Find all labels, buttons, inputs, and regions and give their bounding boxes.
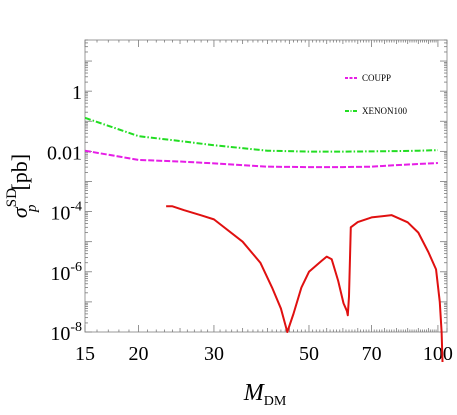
y-tick-label: 1	[72, 82, 82, 104]
axis-ticks: 15 20 30 50 70 100 1 0.01 10-4 10-6 10-8	[47, 39, 453, 365]
x-tick-label: 100	[423, 343, 453, 365]
legend-label: XENON100	[362, 106, 407, 116]
legend-label: COUPP	[362, 73, 391, 83]
series-layer	[85, 116, 444, 362]
legend: COUPP XENON100	[345, 73, 407, 116]
x-tick-label: 50	[299, 343, 319, 365]
series-line-coupp	[85, 149, 438, 169]
series-line-xenon100	[85, 116, 438, 153]
y-tick-label: 10-4	[50, 200, 82, 225]
series-line-model	[166, 205, 444, 362]
plot-frame	[84, 39, 448, 333]
x-axis-label: MDM	[243, 380, 287, 409]
x-tick-label: 15	[75, 343, 95, 365]
y-tick-label: 10-8	[50, 320, 82, 345]
y-tick-label: 10-6	[50, 260, 82, 285]
x-tick-label: 20	[129, 343, 149, 365]
x-tick-label: 70	[362, 343, 382, 365]
y-axis-label: σSDp[pb]	[4, 154, 40, 218]
y-tick-label: 0.01	[47, 142, 82, 164]
x-tick-label: 30	[204, 343, 224, 365]
axis-labels: MDM σSDp[pb]	[4, 154, 287, 409]
